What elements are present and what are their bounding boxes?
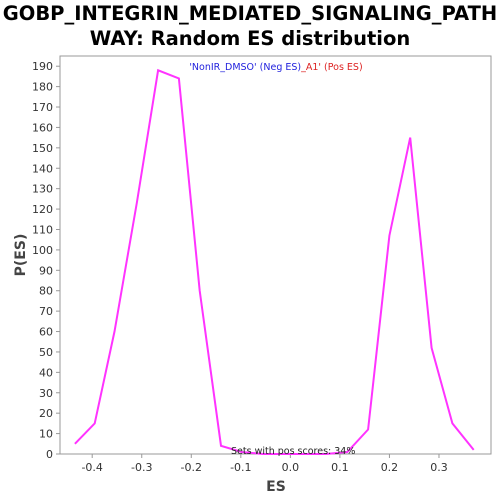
chart-title-line-1: GOBP_INTEGRIN_MEDIATED_SIGNALING_PATH	[2, 2, 498, 25]
y-tick-label: 40	[39, 366, 53, 379]
y-tick-label: 170	[32, 101, 53, 114]
legend-entry-pos: _A1' (Pos ES)	[300, 62, 363, 73]
x-tick-label: -0.1	[230, 461, 251, 474]
y-tick-label: 60	[39, 326, 53, 339]
x-axis-ticks: -0.4 -0.3 -0.2 -0.1 0.0 0.1 0.2 0.3	[81, 454, 448, 474]
x-tick-label: 0.3	[430, 461, 448, 474]
x-axis-label: ES	[266, 479, 286, 495]
pos-scores-annotation: Sets with pos scores: 34%	[231, 446, 355, 457]
x-tick-label: 0.0	[282, 461, 300, 474]
x-tick-label: -0.4	[81, 461, 102, 474]
x-tick-label: -0.3	[131, 461, 152, 474]
y-tick-label: 140	[32, 162, 53, 175]
y-tick-label: 10	[39, 428, 53, 441]
y-tick-label: 80	[39, 285, 53, 298]
y-tick-label: 20	[39, 407, 53, 420]
y-tick-label: 50	[39, 346, 53, 359]
y-axis-label: P(ES)	[13, 234, 29, 277]
series-line	[74, 68, 475, 455]
y-tick-label: 180	[32, 81, 53, 94]
y-tick-label: 150	[32, 142, 53, 155]
y-tick-label: 90	[39, 264, 53, 277]
y-tick-label: 70	[39, 305, 53, 318]
y-tick-label: 30	[39, 387, 53, 400]
y-tick-label: 0	[46, 448, 53, 461]
legend-entry-neg: 'NonIR_DMSO' (Neg ES)	[189, 62, 301, 73]
y-axis-ticks: 0 10 20 30 40 50 60 70 80 90 100 110 120 130 140 150 160…	[32, 60, 60, 461]
chart-title-line-2: WAY: Random ES distribution	[89, 27, 411, 50]
y-tick-label: 110	[32, 223, 53, 236]
y-tick-label: 130	[32, 183, 53, 196]
plot-frame	[59, 55, 492, 455]
y-tick-label: 190	[32, 60, 53, 73]
y-tick-label: 120	[32, 203, 53, 216]
x-tick-label: -0.2	[181, 461, 202, 474]
y-tick-label: 100	[32, 244, 53, 257]
legend: 'NonIR_DMSO' (Neg ES)_A1' (Pos ES)	[189, 62, 362, 73]
x-tick-label: 0.1	[331, 461, 349, 474]
x-tick-label: 0.2	[381, 461, 399, 474]
y-tick-label: 160	[32, 121, 53, 134]
